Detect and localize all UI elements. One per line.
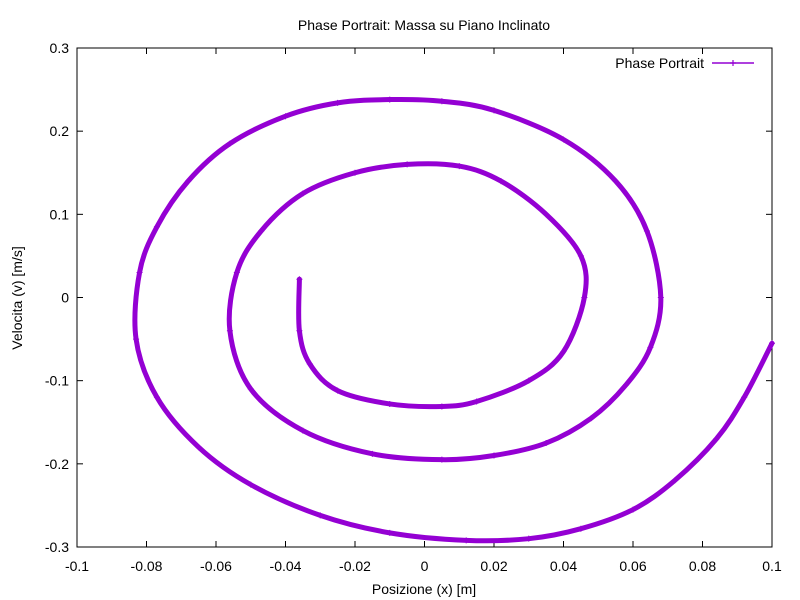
data-point-marker	[671, 477, 678, 484]
data-point-marker	[769, 340, 775, 347]
data-point-marker	[438, 403, 445, 410]
x-tick-label: -0.1	[65, 558, 89, 574]
x-axis-title: Posizione (x) [m]	[372, 581, 476, 597]
data-point-marker	[543, 211, 550, 218]
data-point-marker	[543, 440, 550, 447]
legend: Phase Portrait	[615, 55, 754, 71]
y-tick-label: 0.3	[50, 40, 70, 56]
y-tick-label: 0.1	[50, 206, 70, 222]
data-point-marker	[491, 452, 497, 459]
series-line	[132, 96, 775, 544]
data-point-marker	[438, 98, 445, 105]
data-point-marker	[282, 113, 289, 120]
data-point-marker	[247, 385, 254, 392]
data-point-marker	[195, 444, 202, 451]
data-point-marker	[153, 223, 160, 230]
x-tick-label: -0.06	[200, 558, 232, 574]
data-point-marker	[317, 512, 324, 519]
y-axis-title: Velocita (v) [m/s]	[9, 246, 25, 349]
x-tick-label: 0.06	[619, 558, 646, 574]
data-point-marker	[299, 190, 306, 197]
data-point-marker	[657, 294, 664, 301]
y-tick-label: -0.1	[45, 373, 69, 389]
data-point-marker	[588, 415, 595, 422]
legend-plus-marker	[730, 60, 736, 66]
data-point-marker	[233, 269, 240, 276]
data-point-marker	[296, 327, 303, 334]
data-point-marker	[713, 435, 720, 442]
x-tick-label: 0.02	[480, 558, 507, 574]
data-point-marker	[369, 450, 376, 457]
data-point-marker	[497, 178, 504, 185]
data-point-marker	[560, 136, 567, 143]
data-point-marker	[258, 227, 265, 234]
data-point-marker	[386, 96, 393, 103]
data-point-marker	[647, 344, 654, 351]
data-point-marker	[491, 107, 497, 114]
data-point-marker	[456, 163, 463, 170]
plot-frame	[76, 47, 773, 548]
x-tick-label: -0.02	[339, 558, 371, 574]
data-point-marker	[334, 99, 341, 106]
data-point-marker	[299, 427, 306, 434]
data-point-marker	[306, 361, 313, 368]
data-point-marker	[643, 227, 650, 234]
data-point-marker	[153, 394, 160, 401]
data-point-marker	[623, 381, 630, 388]
x-tick-label: 0.04	[550, 558, 577, 574]
chart-title: Phase Portrait: Massa su Piano Inclinato	[298, 17, 550, 33]
y-tick-label: -0.2	[45, 456, 69, 472]
y-tick-label: 0	[61, 290, 69, 306]
data-point-marker	[404, 161, 411, 168]
legend-label: Phase Portrait	[615, 55, 704, 71]
data-point-marker	[630, 506, 636, 513]
data-point-marker	[136, 269, 143, 276]
data-point-marker	[226, 327, 233, 334]
data-point-marker	[741, 394, 748, 401]
data-point-marker	[525, 377, 532, 384]
data-point-marker	[226, 140, 233, 147]
y-axis: -0.3 -0.2 -0.1 0 0.1 0.2 0.3	[45, 40, 772, 555]
data-point-marker	[386, 400, 393, 407]
x-tick-label: -0.08	[131, 558, 163, 574]
data-point-marker	[525, 535, 532, 542]
data-point-marker	[185, 178, 192, 185]
data-point-marker	[577, 252, 584, 259]
data-point-marker	[334, 387, 341, 394]
data-point-marker	[133, 336, 140, 343]
x-axis: -0.1 -0.08 -0.06 -0.04 -0.02 0 0.02 0.04 0.06 0.0…	[65, 48, 782, 574]
data-point-marker	[463, 537, 470, 544]
data-point-marker	[577, 525, 584, 532]
data-point-marker	[612, 178, 619, 185]
data-point-marker	[473, 398, 480, 405]
data-point-marker	[352, 169, 358, 176]
series-layer	[132, 96, 775, 544]
data-point-marker	[438, 456, 445, 463]
x-tick-label: 0.1	[762, 558, 782, 574]
x-tick-label: 0	[421, 558, 429, 574]
x-tick-label: 0.08	[689, 558, 716, 574]
data-point-marker	[296, 276, 303, 283]
x-tick-label: -0.04	[270, 558, 302, 574]
data-point-marker	[581, 294, 588, 301]
data-point-marker	[386, 529, 393, 536]
y-tick-label: -0.3	[45, 539, 69, 555]
data-point-marker	[247, 481, 254, 488]
legend-marker	[730, 60, 736, 66]
y-tick-label: 0.2	[50, 123, 70, 139]
data-point-marker	[560, 348, 567, 355]
